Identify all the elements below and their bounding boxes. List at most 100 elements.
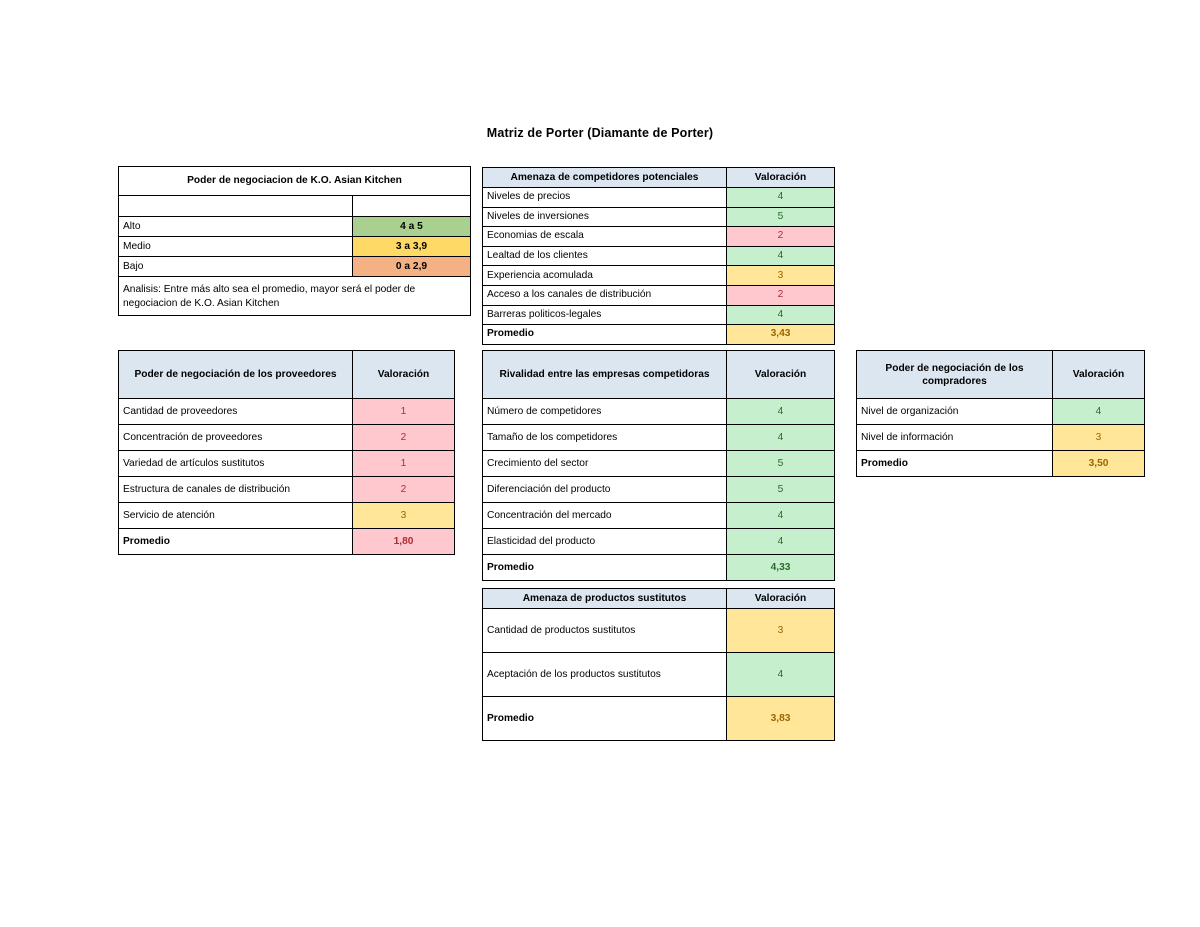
table-average-row: Promedio 3,43 xyxy=(482,324,835,345)
table-average-row: Promedio 3,83 xyxy=(482,696,835,741)
row-label: Cantidad de proveedores xyxy=(118,398,353,425)
legend-label-medio: Medio xyxy=(118,236,353,257)
row-value: 4 xyxy=(726,398,835,425)
row-label: Lealtad de los clientes xyxy=(482,245,727,267)
table-header-row: Poder de negociación de los compradores … xyxy=(856,350,1145,399)
header-valoracion: Valoración xyxy=(726,350,835,399)
row-label: Nivel de información xyxy=(856,424,1053,451)
row-label: Elasticidad del producto xyxy=(482,528,727,555)
row-value: 4 xyxy=(726,245,835,267)
table-row: Lealtad de los clientes 4 xyxy=(482,245,835,267)
table-amenaza-productos-sustitutos: Amenaza de productos sustitutos Valoraci… xyxy=(482,588,835,741)
row-value: 1 xyxy=(352,398,455,425)
table-poder-negociacion-proveedores: Poder de negociación de los proveedores … xyxy=(118,350,455,555)
row-label: Concentración de proveedores xyxy=(118,424,353,451)
table-row: Barreras politicos-legales 4 xyxy=(482,304,835,326)
row-value: 3 xyxy=(352,502,455,529)
average-label: Promedio xyxy=(482,324,727,345)
table-header-row: Amenaza de productos sustitutos Valoraci… xyxy=(482,588,835,609)
row-label: Aceptación de los productos sustitutos xyxy=(482,652,727,697)
average-label: Promedio xyxy=(482,554,727,581)
table-row: Acceso a los canales de distribución 2 xyxy=(482,284,835,306)
row-value: 2 xyxy=(352,476,455,503)
row-label: Niveles de precios xyxy=(482,187,727,208)
average-value: 3,83 xyxy=(726,696,835,741)
header-label: Amenaza de competidores potenciales xyxy=(482,167,727,188)
legend-label-alto: Alto xyxy=(118,216,353,237)
row-value: 3 xyxy=(1052,424,1145,451)
table-row: Aceptación de los productos sustitutos 4 xyxy=(482,652,835,697)
average-label: Promedio xyxy=(118,528,353,555)
table-row: Variedad de artículos sustitutos 1 xyxy=(118,450,455,477)
row-value: 3 xyxy=(726,265,835,286)
legend-label-bajo: Bajo xyxy=(118,256,353,277)
row-label: Experiencia acomulada xyxy=(482,265,727,286)
header-label: Amenaza de productos sustitutos xyxy=(482,588,727,609)
row-value: 4 xyxy=(726,652,835,697)
table-row: Cantidad de productos sustitutos 3 xyxy=(482,608,835,653)
row-label: Niveles de inversiones xyxy=(482,206,727,228)
row-value: 4 xyxy=(1052,398,1145,425)
legend-blank-cell-right xyxy=(351,195,472,217)
header-label: Poder de negociación de los compradores xyxy=(856,350,1053,399)
legend-blank-row xyxy=(118,195,472,217)
legend-range-medio: 3 a 3,9 xyxy=(351,236,472,257)
row-value: 2 xyxy=(726,226,835,247)
table-row: Estructura de canales de distribución 2 xyxy=(118,476,455,503)
row-label: Cantidad de productos sustitutos xyxy=(482,608,727,653)
row-value: 5 xyxy=(726,206,835,228)
row-label: Tamaño de los competidores xyxy=(482,424,727,451)
header-label: Rivalidad entre las empresas competidora… xyxy=(482,350,727,399)
row-label: Número de competidores xyxy=(482,398,727,425)
table-row: Economias de escala 2 xyxy=(482,226,835,247)
table-row: Concentración del mercado 4 xyxy=(482,502,835,529)
legend-table: Poder de negociacion de K.O. Asian Kitch… xyxy=(117,166,472,316)
row-value: 4 xyxy=(726,528,835,555)
header-label: Poder de negociación de los proveedores xyxy=(118,350,353,399)
row-value: 3 xyxy=(726,608,835,653)
header-valoracion: Valoración xyxy=(726,588,835,609)
row-value: 4 xyxy=(726,304,835,326)
table-poder-negociacion-compradores: Poder de negociación de los compradores … xyxy=(856,350,1145,477)
row-value: 4 xyxy=(726,424,835,451)
table-row: Crecimiento del sector 5 xyxy=(482,450,835,477)
legend-row-alto: Alto 4 a 5 xyxy=(118,216,472,237)
table-rivalidad-empresas-competidoras: Rivalidad entre las empresas competidora… xyxy=(482,350,835,581)
average-value: 3,43 xyxy=(726,324,835,345)
row-value: 2 xyxy=(726,284,835,306)
legend-range-bajo: 0 a 2,9 xyxy=(351,256,472,277)
row-value: 5 xyxy=(726,476,835,503)
row-label: Diferenciación del producto xyxy=(482,476,727,503)
row-label: Variedad de artículos sustitutos xyxy=(118,450,353,477)
table-row: Cantidad de proveedores 1 xyxy=(118,398,455,425)
legend-blank-cell-left xyxy=(118,195,353,217)
legend-analysis-text: Analisis: Entre más alto sea el promedio… xyxy=(117,276,472,316)
average-value: 4,33 xyxy=(726,554,835,581)
row-value: 4 xyxy=(726,187,835,208)
row-value: 5 xyxy=(726,450,835,477)
table-row: Nivel de organización 4 xyxy=(856,398,1145,425)
table-average-row: Promedio 1,80 xyxy=(118,528,455,555)
legend-row-medio: Medio 3 a 3,9 xyxy=(118,236,472,257)
row-label: Estructura de canales de distribución xyxy=(118,476,353,503)
table-average-row: Promedio 3,50 xyxy=(856,450,1145,477)
legend-row-bajo: Bajo 0 a 2,9 xyxy=(118,256,472,277)
table-amenaza-competidores-potenciales: Amenaza de competidores potenciales Valo… xyxy=(482,167,835,345)
legend-title: Poder de negociacion de K.O. Asian Kitch… xyxy=(117,166,472,196)
average-value: 3,50 xyxy=(1052,450,1145,477)
row-label: Acceso a los canales de distribución xyxy=(482,284,727,306)
page-title: Matriz de Porter (Diamante de Porter) xyxy=(486,126,714,140)
table-row: Experiencia acomulada 3 xyxy=(482,265,835,286)
row-label: Barreras politicos-legales xyxy=(482,304,727,326)
average-label: Promedio xyxy=(482,696,727,741)
table-row: Nivel de información 3 xyxy=(856,424,1145,451)
row-value: 4 xyxy=(726,502,835,529)
legend-range-alto: 4 a 5 xyxy=(351,216,472,237)
table-row: Elasticidad del producto 4 xyxy=(482,528,835,555)
header-valoracion: Valoración xyxy=(726,167,835,188)
table-average-row: Promedio 4,33 xyxy=(482,554,835,581)
average-label: Promedio xyxy=(856,450,1053,477)
header-valoracion: Valoración xyxy=(352,350,455,399)
legend-title-row: Poder de negociacion de K.O. Asian Kitch… xyxy=(117,166,472,196)
header-valoracion: Valoración xyxy=(1052,350,1145,399)
